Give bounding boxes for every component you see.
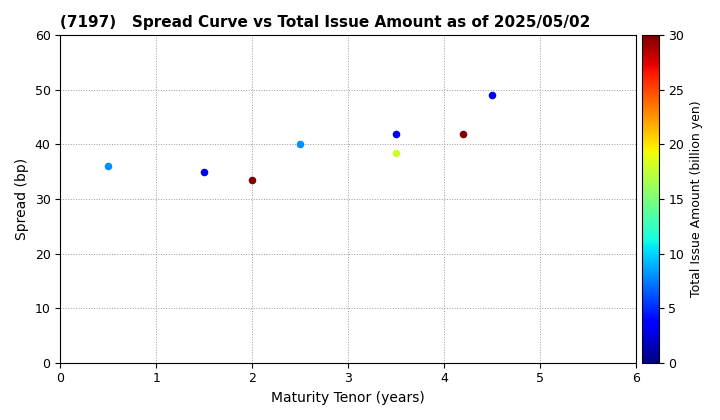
Y-axis label: Spread (bp): Spread (bp) [15,158,29,240]
Y-axis label: Total Issue Amount (billion yen): Total Issue Amount (billion yen) [690,101,703,297]
Point [246,176,258,183]
Point [102,163,114,170]
Text: (7197)   Spread Curve vs Total Issue Amount as of 2025/05/02: (7197) Spread Curve vs Total Issue Amoun… [60,15,590,30]
Point [390,149,402,156]
Point [487,92,498,99]
Point [390,130,402,137]
Point [294,141,306,148]
Point [199,168,210,175]
X-axis label: Maturity Tenor (years): Maturity Tenor (years) [271,391,425,405]
Point [458,130,469,137]
